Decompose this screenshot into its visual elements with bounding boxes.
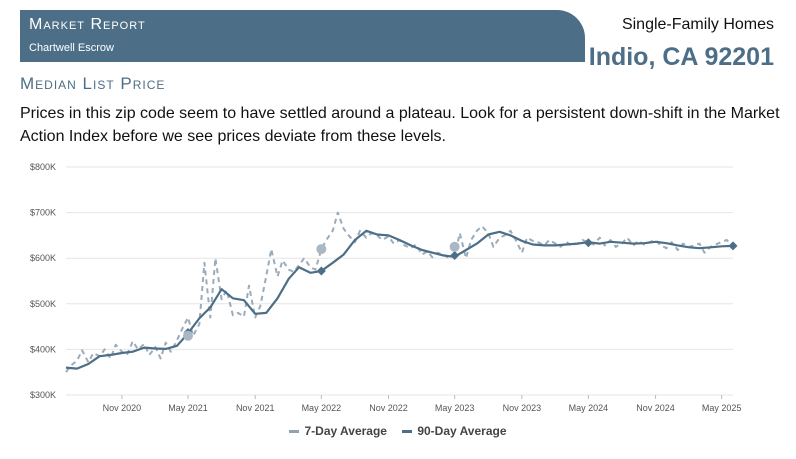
agent-name: Chartwell Escrow <box>29 42 114 54</box>
marker-circle-7day <box>316 244 327 255</box>
x-tick-label: May 2025 <box>702 403 742 413</box>
x-tick-label: May 2023 <box>435 403 475 413</box>
legend-label-7day: 7-Day Average <box>304 424 387 438</box>
legend-swatch-7day <box>289 430 300 434</box>
marker-circle-7day <box>449 241 460 252</box>
legend-item-90day: 90-Day Average <box>402 424 507 438</box>
legend-swatch-90day <box>402 430 413 434</box>
legend-item-7day: 7-Day Average <box>289 424 387 438</box>
legend-label-90day: 90-Day Average <box>417 424 507 438</box>
series-line-90day <box>65 229 734 370</box>
y-tick-label: $300K <box>30 390 56 400</box>
location-title: Indio, CA 92201 <box>588 43 774 71</box>
chart-legend: 7-Day Average 90-Day Average <box>0 424 796 438</box>
report-title: Market Report <box>29 16 146 33</box>
x-tick-label: Nov 2024 <box>636 403 675 413</box>
y-tick-label: $700K <box>30 208 56 218</box>
x-tick-label: Nov 2020 <box>103 403 142 413</box>
y-tick-label: $600K <box>30 253 56 263</box>
marker-diamond-90day <box>450 250 460 260</box>
report-banner: Market Report Chartwell Escrow <box>20 10 585 62</box>
y-tick-label: $800K <box>30 162 56 172</box>
marker-diamond-90day <box>316 266 326 276</box>
y-tick-label: $500K <box>30 299 56 309</box>
marker-diamond-90day <box>728 241 738 251</box>
median-price-chart: $300K $400K $500K $600K $700K $800K Nov 2020 Ma… <box>30 162 742 413</box>
x-tick-label: May 2021 <box>168 403 208 413</box>
x-tick-label: May 2022 <box>302 403 342 413</box>
section-description: Prices in this zip code seem to have set… <box>20 105 780 145</box>
x-tick-label: May 2024 <box>569 403 609 413</box>
marker-diamond-90day <box>583 238 593 248</box>
y-tick-label: $400K <box>30 344 56 354</box>
property-type: Single-Family Homes <box>621 16 774 33</box>
x-tick-label: Nov 2023 <box>503 403 542 413</box>
section-title: Median List Price <box>20 74 166 93</box>
marker-circle-7day <box>183 330 194 341</box>
x-tick-label: Nov 2021 <box>236 403 275 413</box>
x-tick-label: Nov 2022 <box>369 403 408 413</box>
